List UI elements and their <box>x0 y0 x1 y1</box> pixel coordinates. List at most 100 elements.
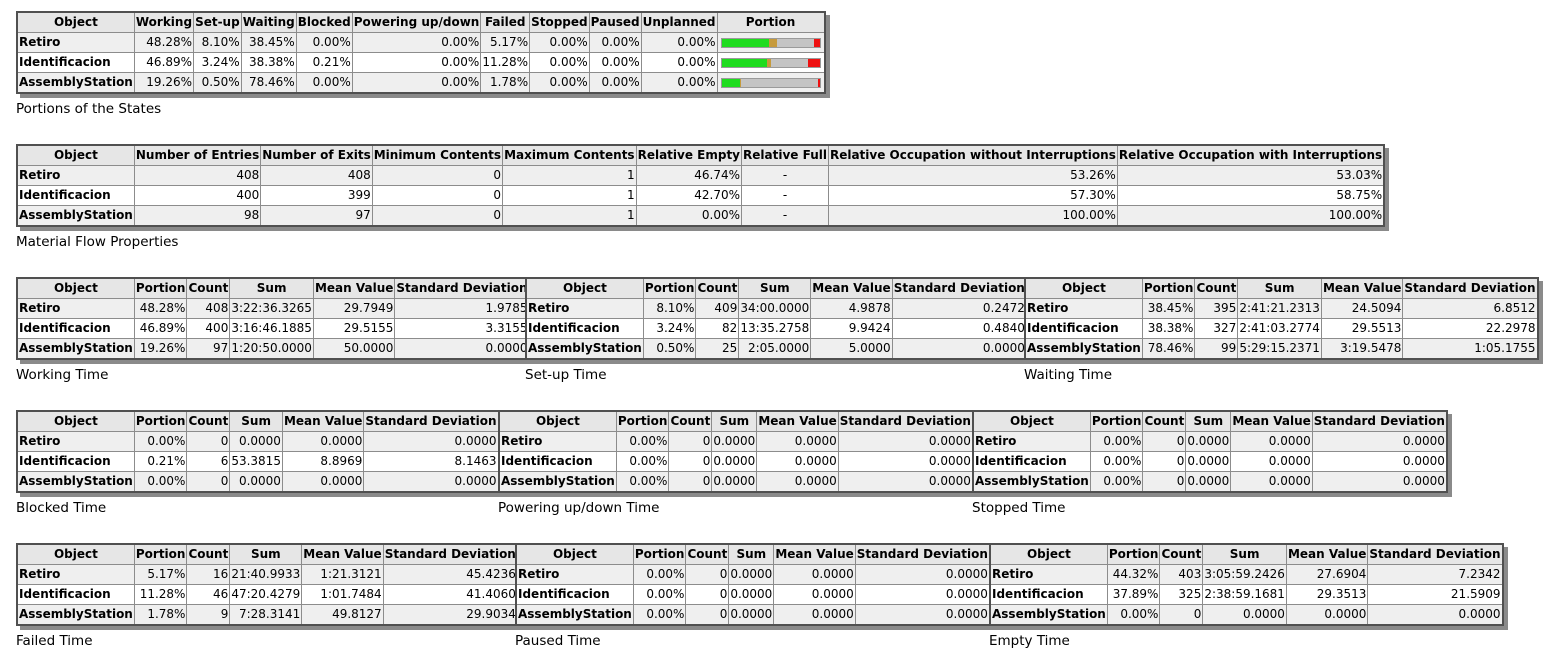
table-row: Retiro 5.17% 16 21:40.9933 1:21.3121 45.4236 <box>16 564 519 585</box>
cell: 0.00% <box>529 32 590 53</box>
failed-time-caption: Failed Time <box>16 633 93 649</box>
cell: - <box>741 165 829 186</box>
portion-setup-segment <box>740 78 742 87</box>
cell: 0.0000 <box>281 431 365 452</box>
cell: 0 <box>1142 431 1187 452</box>
col-portion: Portion <box>133 543 188 565</box>
col-mean: Mean Value <box>281 410 365 432</box>
row-object: Retiro <box>16 564 135 585</box>
portion-working-segment <box>721 78 741 87</box>
col-occ-with: Relative Occupation with Interruptions <box>1116 144 1385 166</box>
cell: 0.00% <box>588 52 642 73</box>
table-row: Identificacion 0.00% 0 0.0000 0.0000 0.0000 <box>498 451 974 472</box>
col-std-dev: Standard Deviation <box>1311 410 1448 432</box>
cell: 0.00% <box>615 471 670 493</box>
cell: 98 <box>133 205 262 227</box>
col-std-dev: Standard Deviation <box>382 543 519 565</box>
col-object: Object <box>515 543 634 565</box>
col-rel-full: Relative Full <box>741 144 829 166</box>
cell: 100.00% <box>1116 205 1385 227</box>
table-row: Retiro 44.32% 403 3:05:59.2426 27.6904 7.2342 <box>989 564 1504 585</box>
cell: 38.45% <box>1141 298 1196 319</box>
row-object: AssemblyStation <box>498 471 617 493</box>
cell: 0.00% <box>133 431 188 452</box>
cell: 0.21% <box>133 451 188 472</box>
cell: 0 <box>186 431 231 452</box>
table-row: Identificacion 3.24% 82 13:35.2758 9.9424 0.4… <box>525 318 1028 339</box>
setup-time-table: Object Portion Count Sum Mean Value Standard … <box>525 277 1028 360</box>
portion-failed-segment <box>814 38 820 47</box>
row-object: Retiro <box>515 564 634 585</box>
col-sum: Sum <box>1202 543 1287 565</box>
cell: 0.0000 <box>1185 451 1232 472</box>
cell: 42.70% <box>635 185 743 206</box>
col-unplanned: Unplanned <box>640 11 718 33</box>
cell: 0.00% <box>588 72 642 94</box>
cell: 399 <box>260 185 373 206</box>
cell: 78.46% <box>1141 338 1196 360</box>
cell: 3:05:59.2426 <box>1202 564 1287 585</box>
cell: 46 <box>186 584 231 605</box>
table-row: Identificacion 46.89% 3.24% 38.38% 0.21%… <box>16 52 826 73</box>
cell: 0.00% <box>615 451 670 472</box>
cell: 0.0000 <box>756 471 839 493</box>
portion-bar <box>720 37 821 48</box>
cell: 0.00% <box>1089 451 1144 472</box>
cell: 0.0000 <box>229 431 283 452</box>
blocked-time-table: Object Portion Count Sum Mean Value Standard … <box>16 410 500 493</box>
cell: 0.00% <box>640 72 718 94</box>
cell: 38.45% <box>240 32 297 53</box>
cell: 38.38% <box>240 52 297 73</box>
portion-failed-segment <box>817 78 820 87</box>
row-object: Identificacion <box>515 584 634 605</box>
cell: 0 <box>668 451 713 472</box>
cell: 25 <box>695 338 740 360</box>
row-object: Identificacion <box>498 451 617 472</box>
cell: 2:41:21.2313 <box>1237 298 1322 319</box>
col-entries: Number of Entries <box>133 144 262 166</box>
cell: 0.50% <box>642 338 697 360</box>
cell: 46.74% <box>635 165 743 186</box>
cell: 29.5155 <box>312 318 396 339</box>
col-object: Object <box>16 11 135 33</box>
cell: 38.38% <box>1141 318 1196 339</box>
cell: 0.0000 <box>1367 604 1504 626</box>
cell: 0.0000 <box>728 604 775 626</box>
table-row: Identificacion 38.38% 327 2:41:03.2774 29.55… <box>1024 318 1539 339</box>
col-object: Object <box>972 410 1091 432</box>
cell: 29.5513 <box>1320 318 1404 339</box>
blocked-time-caption: Blocked Time <box>16 500 107 516</box>
cell: 9.9424 <box>810 318 893 339</box>
cell: 11.28% <box>133 584 188 605</box>
col-count: Count <box>186 410 231 432</box>
empty-time-table: Object Portion Count Sum Mean Value Standard … <box>989 543 1504 626</box>
cell: 0.0000 <box>773 564 856 585</box>
cell: 0.0000 <box>854 604 991 626</box>
cell: 0.2472 <box>891 298 1028 319</box>
cell: 400 <box>133 185 262 206</box>
table-row: Identificacion 11.28% 46 47:20.4279 1:01.748… <box>16 584 519 605</box>
col-count: Count <box>186 543 231 565</box>
col-object: Object <box>525 277 644 299</box>
cell: 1:01.7484 <box>301 584 384 605</box>
col-blocked: Blocked <box>295 11 353 33</box>
cell: 0.0000 <box>1311 471 1448 493</box>
cell: 0.0000 <box>363 431 500 452</box>
table-row: Retiro 0.00% 0 0.0000 0.0000 0.0000 <box>498 431 974 452</box>
cell: 0.00% <box>1089 431 1144 452</box>
setup-time-block: Object Portion Count Sum Mean Value Standard … <box>525 277 1028 383</box>
row-object: Identificacion <box>16 451 135 472</box>
cell: 0 <box>1142 451 1187 472</box>
cell: 409 <box>695 298 740 319</box>
cell: 2:41:03.2774 <box>1237 318 1322 339</box>
col-portion: Portion <box>1141 277 1196 299</box>
table-row: Retiro 8.10% 409 34:00.0000 4.9878 0.2472 <box>525 298 1028 319</box>
portion-failed-segment <box>808 58 820 67</box>
cell: 0.0000 <box>1230 431 1313 452</box>
row-object: Retiro <box>972 431 1091 452</box>
paused-time-block: Object Portion Count Sum Mean Value Standard … <box>515 543 991 649</box>
col-count: Count <box>186 277 231 299</box>
table-row: AssemblyStation 98 97 0 1 0.00% - 100.00… <box>16 205 1385 227</box>
cell: 0 <box>371 185 504 206</box>
col-sum: Sum <box>229 410 283 432</box>
